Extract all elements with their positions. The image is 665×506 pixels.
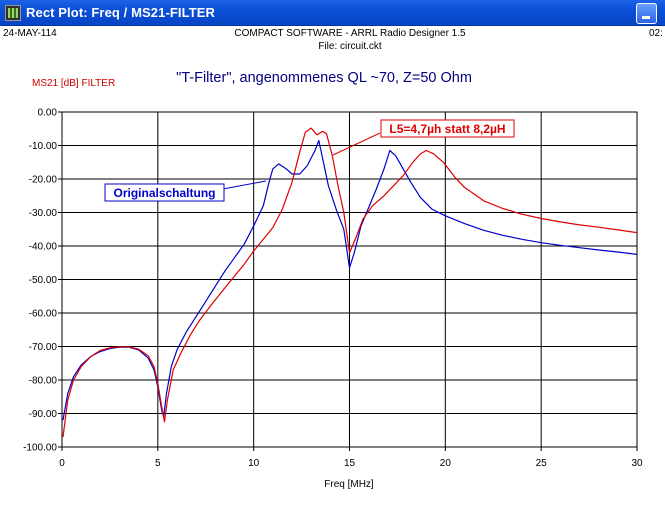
y-tick-label: -100.00 xyxy=(23,443,57,454)
y-tick-label: -30.00 xyxy=(29,208,58,219)
chart-grid xyxy=(62,112,637,447)
annotation-leader-original xyxy=(222,180,267,190)
annotation-box-modified xyxy=(380,119,515,138)
x-tick-label: 25 xyxy=(536,458,548,469)
y-tick-label: -10.00 xyxy=(29,141,58,152)
series-line-modified xyxy=(62,127,637,437)
annotation-label-original: Originalschaltung xyxy=(113,186,215,200)
x-tick-label: 30 xyxy=(631,458,643,469)
app-icon[interactable] xyxy=(5,5,21,21)
y-axis-label: MS21 [dB] FILTER xyxy=(32,78,115,89)
x-tick-label: 10 xyxy=(248,458,260,469)
window-title: Rect Plot: Freq / MS21-FILTER xyxy=(26,5,216,20)
y-tick-label: -60.00 xyxy=(29,309,58,320)
window-titlebar: Rect Plot: Freq / MS21-FILTER xyxy=(0,0,665,26)
chart-annotations: Originalschaltung L5=4,7µh statt 8,2µH xyxy=(104,119,515,202)
x-tick-label: 15 xyxy=(344,458,356,469)
annotation-box-original xyxy=(104,183,225,202)
minimize-button[interactable] xyxy=(636,3,657,24)
y-tick-label: 0.00 xyxy=(38,108,58,119)
minimize-icon xyxy=(642,16,650,19)
y-tick-label: -80.00 xyxy=(29,376,58,387)
header-file: File: circuit.ckt xyxy=(318,41,382,52)
header-software: COMPACT SOFTWARE - ARRL Radio Designer 1… xyxy=(234,28,466,39)
y-tick-label: -90.00 xyxy=(29,409,58,420)
chart-axes: 0 5 10 15 20 25 30 0.00 -10.00 -20.00 -30.00 -40.00… xyxy=(23,108,643,470)
x-axis-label: Freq [MHz] xyxy=(324,479,374,490)
y-tick-label: -50.00 xyxy=(29,275,58,286)
header-date: 24-MAY-114 xyxy=(3,28,57,39)
y-tick-label: -40.00 xyxy=(29,242,58,253)
x-tick-label: 0 xyxy=(59,458,65,469)
header-time-clipped: 02: xyxy=(649,28,663,39)
series-line-original xyxy=(62,139,637,421)
annotation-leader-modified xyxy=(332,132,381,156)
y-tick-label: -70.00 xyxy=(29,342,58,353)
plot-frame xyxy=(61,111,638,448)
chart-title: "T-Filter", angenommenes QL ~70, Z=50 Oh… xyxy=(176,70,472,86)
chart-series xyxy=(62,127,637,437)
annotation-label-modified: L5=4,7µh statt 8,2µH xyxy=(389,122,505,136)
x-tick-label: 20 xyxy=(440,458,452,469)
x-tick-label: 5 xyxy=(155,458,161,469)
y-tick-label: -20.00 xyxy=(29,175,58,186)
